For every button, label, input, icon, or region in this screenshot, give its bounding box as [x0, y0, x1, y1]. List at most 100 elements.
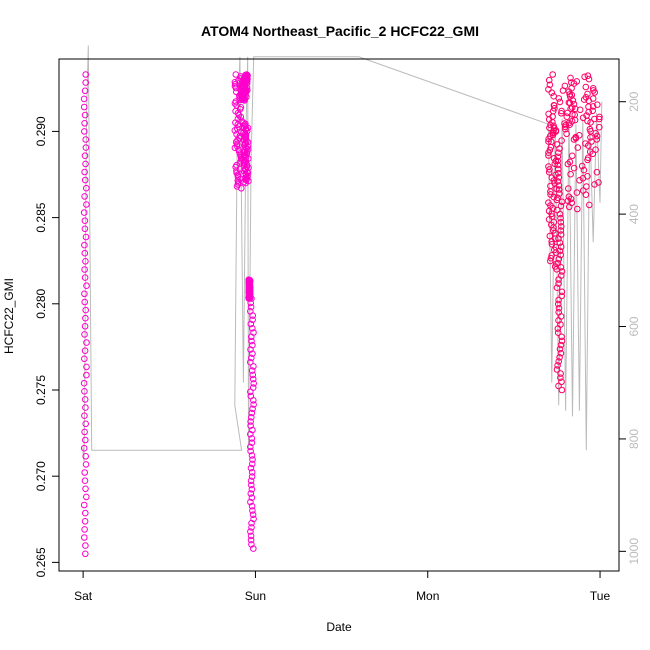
data-point [574, 205, 581, 213]
data-point [571, 111, 579, 119]
data-point [82, 160, 89, 168]
y-tick-label: 0.265 [34, 547, 48, 577]
data-point [553, 284, 561, 292]
data-point [589, 85, 597, 92]
data-point [587, 134, 594, 141]
data-point [547, 254, 555, 262]
data-point [555, 169, 562, 177]
data-point [247, 299, 254, 307]
x-tick-label: Tue [590, 589, 611, 603]
y-axis: 0.265 0.270 0.275 0.280 0.285 0.290 [34, 116, 60, 577]
data-point [545, 86, 552, 93]
data-point [593, 136, 601, 143]
data-point [247, 358, 254, 366]
data-point [250, 329, 257, 336]
data-point [250, 515, 257, 523]
data-point [549, 130, 557, 137]
data-point [555, 174, 563, 181]
data-point [250, 401, 257, 408]
data-point [555, 280, 562, 287]
data-point [81, 87, 89, 95]
data-point [82, 550, 89, 558]
data-point [585, 103, 592, 110]
data-point [587, 119, 594, 126]
data-point [554, 362, 561, 369]
data-point [564, 160, 572, 168]
data-point [83, 184, 90, 192]
data-point [232, 138, 240, 146]
data-point [558, 110, 565, 117]
data-point [584, 90, 591, 98]
data-point [555, 255, 563, 263]
data-point [81, 128, 88, 135]
data-point [82, 509, 89, 517]
data-point [570, 164, 578, 172]
data-point [557, 219, 565, 226]
data-point [548, 213, 556, 220]
data-point [572, 133, 580, 141]
data-point [82, 420, 89, 428]
pressure-line-layer [82, 45, 603, 462]
data-point [558, 292, 566, 300]
data-point [81, 193, 88, 200]
data-point [555, 296, 562, 304]
data-point [548, 89, 556, 96]
data-point [556, 354, 563, 361]
data-point [557, 374, 564, 382]
data-point [546, 232, 554, 240]
data-point [584, 72, 592, 79]
data-point [248, 354, 255, 362]
data-point [81, 225, 89, 233]
data-point [249, 507, 256, 514]
data-point [82, 136, 89, 143]
data-point [249, 426, 256, 434]
data-point [249, 341, 256, 349]
data-point [591, 181, 598, 188]
data-point [558, 268, 566, 275]
data-point [576, 177, 583, 184]
data-point [81, 518, 89, 525]
data-point [81, 428, 88, 436]
data-point [554, 259, 562, 267]
data-point [81, 168, 88, 176]
data-point [81, 176, 89, 184]
data-point [248, 409, 256, 417]
data-point [573, 78, 581, 85]
data-point [553, 366, 561, 373]
data-point [82, 436, 89, 444]
data-point [80, 103, 88, 111]
data-point [545, 199, 552, 206]
data-point [568, 199, 576, 207]
data-point [249, 511, 257, 519]
data-point [247, 392, 255, 400]
data-point [81, 388, 88, 395]
data-point [564, 109, 571, 117]
data-point [589, 107, 597, 115]
data-point [555, 300, 562, 308]
data-point [235, 146, 242, 153]
data-point [83, 339, 90, 346]
data-point [576, 132, 583, 139]
data-point [249, 371, 257, 379]
data-point [80, 444, 88, 452]
x-tick-label: Sun [245, 589, 266, 603]
data-point [584, 117, 591, 125]
data-point [81, 534, 88, 541]
y-tick-label: 0.285 [34, 202, 48, 232]
data-point [247, 320, 255, 328]
data-point [556, 190, 563, 197]
data-point [248, 524, 255, 531]
data-point [545, 163, 552, 170]
y-axis-label: HCFC22_GMI [2, 278, 16, 354]
data-point [558, 378, 565, 386]
y2-tick-label: 600 [627, 316, 641, 336]
data-point [83, 282, 90, 290]
data-point [248, 367, 256, 374]
data-point [83, 363, 90, 371]
data-point [249, 405, 256, 413]
data-point [248, 494, 256, 502]
data-point [556, 210, 564, 218]
data-point [595, 179, 602, 186]
data-point [557, 227, 565, 234]
